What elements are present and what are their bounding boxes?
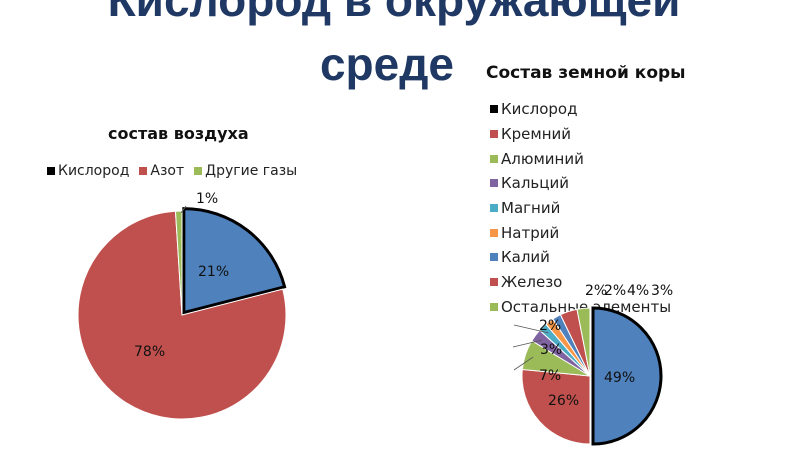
crust-legend-item-magnesium: Магний xyxy=(490,196,671,221)
crust-data-label-3: 3% xyxy=(540,342,562,358)
air-slice-0 xyxy=(182,207,287,315)
legend-swatch xyxy=(490,204,498,213)
air-slice-1 xyxy=(77,210,287,420)
crust-slice-1 xyxy=(521,368,591,445)
legend-swatch xyxy=(490,228,498,237)
crust-data-label-0: 49% xyxy=(604,370,635,386)
legend-label: Кальций xyxy=(501,174,569,193)
crust-legend-item-potassium: Калий xyxy=(490,245,671,270)
legend-label: Кислород xyxy=(501,100,578,119)
crust-legend-item-iron: Железо xyxy=(490,270,671,295)
air-pie-chart: 21% 78% 1% xyxy=(77,191,287,420)
crust-legend-item-aluminium: Алюминий xyxy=(490,146,671,171)
legend-swatch xyxy=(490,302,498,311)
air-data-label-1: 78% xyxy=(134,344,165,360)
air-legend-item-other-gases: Другие газы xyxy=(194,163,297,179)
crust-leader-line-4 xyxy=(513,324,549,334)
legend-swatch xyxy=(490,130,498,139)
slide-title-line2-text: среде xyxy=(319,38,455,90)
crust-data-label-1: 26% xyxy=(548,393,579,409)
air-legend-item-oxygen: Кислород xyxy=(47,163,129,179)
legend-swatch xyxy=(139,167,148,175)
air-data-label-0: 21% xyxy=(198,264,229,280)
crust-data-label-4: 2% xyxy=(539,318,561,334)
air-chart-title: состав воздуха xyxy=(108,124,249,143)
legend-swatch xyxy=(490,105,498,114)
crust-legend-item-oxygen: Кислород xyxy=(490,97,671,122)
air-leader-line xyxy=(180,205,187,214)
crust-data-label-7: 4% xyxy=(627,283,649,299)
air-legend-item-nitrogen: Азот xyxy=(139,163,184,179)
slide-title-line1: Кислород в окружающей xyxy=(107,0,681,26)
crust-legend-item-sodium: Натрий xyxy=(490,220,671,245)
legend-swatch xyxy=(194,167,203,175)
crust-legend-item-calcium: Кальций xyxy=(490,171,671,196)
legend-swatch xyxy=(490,154,498,163)
legend-label: Другие газы xyxy=(205,163,298,179)
crust-pie-chart: 49%26%7%3%2%2%2% 4% 3% xyxy=(512,283,673,446)
crust-legend-item-silicon: Кремний xyxy=(490,122,671,147)
legend-swatch xyxy=(490,179,498,188)
crust-slice-0 xyxy=(591,306,663,446)
legend-swatch xyxy=(490,278,498,287)
crust-data-label-8: 3% xyxy=(651,283,673,299)
legend-label: Железо xyxy=(501,273,563,292)
legend-swatch xyxy=(490,253,498,262)
crust-leader-line-2 xyxy=(513,356,534,371)
legend-label: Магний xyxy=(501,199,561,218)
crust-data-label-5: 2% xyxy=(585,283,607,299)
crust-slice-8 xyxy=(576,307,591,377)
slide-title-line2: среде xyxy=(0,38,794,90)
crust-chart-legend: Кислород Кремний Алюминий Кальций Магний… xyxy=(490,97,671,319)
legend-label: Калий xyxy=(501,248,550,267)
legend-label: Азот xyxy=(150,163,185,179)
crust-data-label-6: 2% xyxy=(604,283,626,299)
air-data-label-2: 1% xyxy=(196,191,218,207)
legend-label: Кислород xyxy=(58,163,130,179)
legend-label: Остальные элементы xyxy=(501,297,672,316)
crust-legend-item-other-elements: Остальные элементы xyxy=(490,295,671,320)
legend-label: Натрий xyxy=(501,223,560,242)
legend-swatch xyxy=(47,167,55,175)
air-chart-legend: Кислород Азот Другие газы xyxy=(47,163,297,179)
legend-label: Кремний xyxy=(501,125,572,144)
crust-data-label-2: 7% xyxy=(539,368,561,384)
crust-chart-title: Состав земной коры xyxy=(486,63,686,83)
legend-label: Алюминий xyxy=(501,149,584,168)
crust-leader-line-3 xyxy=(512,339,543,348)
